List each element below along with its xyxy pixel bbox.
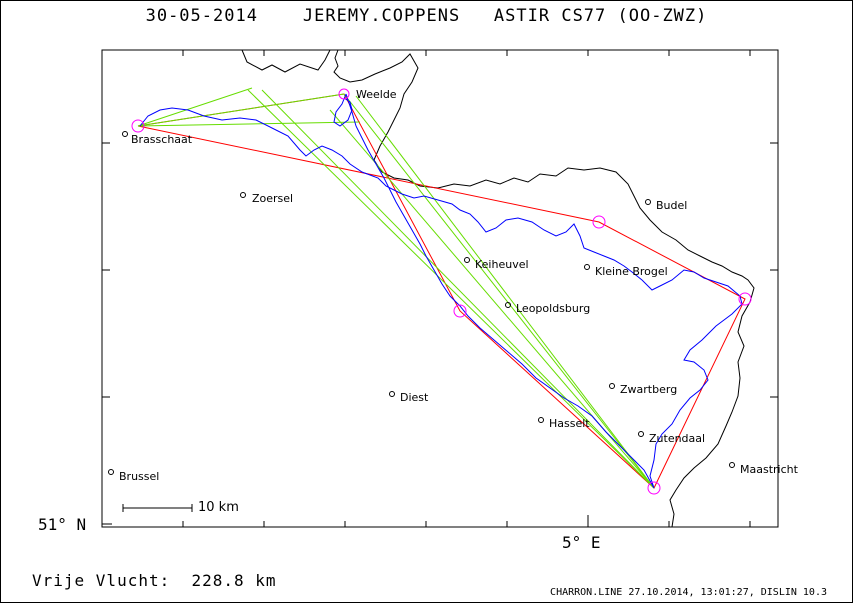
software-credit: CHARRON.LINE 27.10.2014, 13:01:27, DISLI… xyxy=(550,587,827,598)
axis-ticks xyxy=(102,50,778,527)
gps-track xyxy=(139,93,743,489)
leg-lines xyxy=(137,87,655,489)
distance-label: Vrije Vlucht: xyxy=(32,571,171,590)
town-label: Zutendaal xyxy=(649,432,705,445)
town-label: Zoersel xyxy=(252,192,293,205)
flight-date: 30-05-2014 xyxy=(145,6,258,26)
town-label: Zwartberg xyxy=(620,383,677,396)
town-label: Kleine Brogel xyxy=(595,265,668,278)
town-label: Keiheuvel xyxy=(475,258,529,271)
glider-name: ASTIR CS77 (OO-ZWZ) xyxy=(493,6,708,26)
town-label: Maastricht xyxy=(740,463,799,476)
town-label: Budel xyxy=(656,199,687,212)
town-label: Leopoldsburg xyxy=(516,302,590,315)
flight-title: 30-05-2014 JEREMY.COPPENS ASTIR CS77 (OO… xyxy=(0,6,853,26)
longitude-label: 5° E xyxy=(562,533,601,552)
distance-summary: Vrije Vlucht: 228.8 km xyxy=(32,571,277,590)
latitude-label: 51° N xyxy=(38,515,87,534)
town-label: Brasschaat xyxy=(131,133,193,146)
country-border xyxy=(241,49,755,528)
town-label: Weelde xyxy=(356,88,397,101)
town-markers xyxy=(108,131,735,475)
town-label: Hasselt xyxy=(549,417,590,430)
pilot-name: JEREMY.COPPENS xyxy=(302,6,461,26)
task-route xyxy=(137,93,746,489)
scale-bar xyxy=(122,504,193,512)
turnpoints xyxy=(131,88,752,495)
town-label: Diest xyxy=(400,391,429,404)
distance-value: 228.8 km xyxy=(191,571,277,590)
town-label: Brussel xyxy=(119,470,159,483)
plot-border xyxy=(101,49,779,528)
scale-bar-label: 10 km xyxy=(198,500,239,515)
